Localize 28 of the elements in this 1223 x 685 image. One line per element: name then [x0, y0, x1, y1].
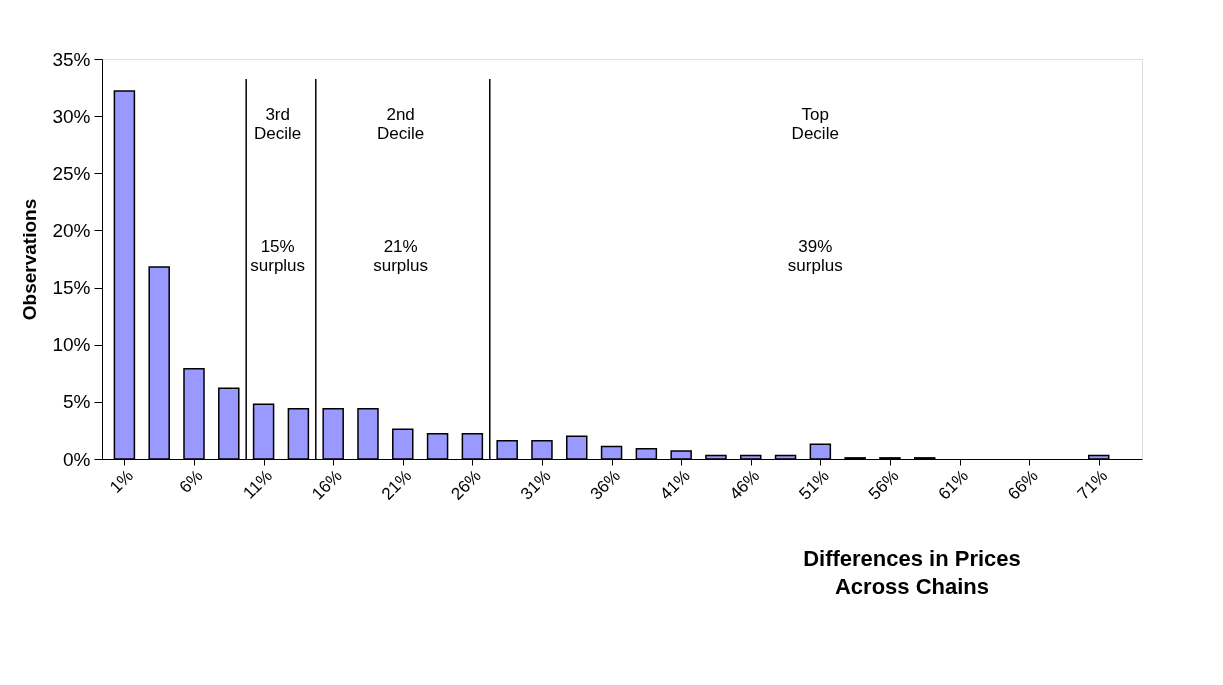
y-tick-label: 25%	[52, 162, 91, 184]
x-tick-label: 11%	[239, 466, 277, 503]
x-tick-label: 61%	[934, 466, 973, 504]
x-tick-label: 31%	[516, 466, 555, 504]
y-tick-label: 10%	[52, 334, 91, 356]
x-tick-label: 46%	[725, 466, 764, 504]
annotation: 39% surplus	[787, 237, 843, 275]
x-tick-label: 51%	[795, 466, 833, 504]
y-axis-title: Observations	[19, 198, 41, 321]
y-tick-label: 35%	[52, 48, 91, 70]
y-tick-label: 30%	[52, 105, 91, 127]
y-tick-label: 15%	[52, 277, 91, 299]
x-tick-label: 66%	[1004, 466, 1042, 504]
x-tick-label: 41%	[656, 466, 694, 504]
x-tick-label: 1%	[106, 466, 137, 497]
annotation: 15% surplus	[250, 237, 306, 275]
x-tick-label: 36%	[586, 466, 625, 504]
y-tick-label: 5%	[63, 391, 91, 413]
x-tick-label: 56%	[864, 466, 903, 504]
x-tick-label: 6%	[175, 466, 207, 497]
annotation: 2nd Decile	[377, 105, 425, 143]
y-tick-label: 20%	[52, 219, 91, 241]
x-axis-title: Differences in Prices Across Chains	[803, 546, 1021, 599]
y-tick-label: 0%	[63, 448, 91, 470]
annotation: 3rd Decile	[254, 105, 302, 143]
annotation: Top Decile	[791, 105, 839, 143]
x-tick-label: 71%	[1073, 466, 1112, 504]
annotation: 21% surplus	[373, 237, 429, 275]
